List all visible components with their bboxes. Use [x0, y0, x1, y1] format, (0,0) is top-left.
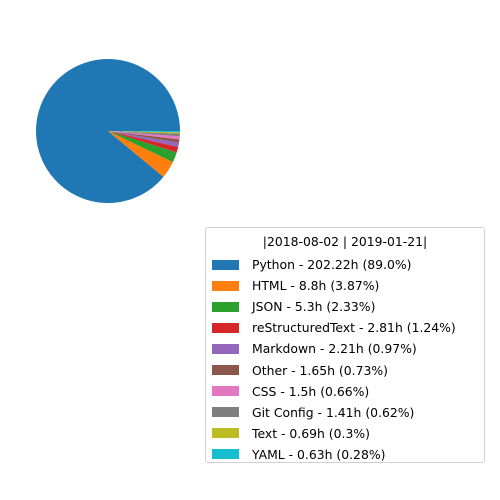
legend-item: HTML - 8.8h (3.87%) [206, 275, 484, 296]
pie-slices [36, 59, 180, 204]
legend-label: Git Config - 1.41h (0.62%) [252, 404, 415, 420]
legend-label: reStructuredText - 2.81h (1.24%) [252, 320, 456, 336]
legend-label: Markdown - 2.21h (0.97%) [252, 341, 417, 357]
legend-swatch [212, 365, 239, 376]
legend-swatch [212, 343, 239, 354]
legend-item: YAML - 0.63h (0.28%) [206, 444, 484, 465]
pie-slice-text [108, 131, 180, 134]
legend-swatch [212, 428, 239, 439]
legend-item: Git Config - 1.41h (0.62%) [206, 402, 484, 423]
legend-item: JSON - 5.3h (2.33%) [206, 296, 484, 317]
legend-swatch [212, 301, 239, 312]
legend-label: Python - 202.22h (89.0%) [252, 257, 412, 273]
pie-slice-git-config [108, 131, 180, 137]
legend-swatch [212, 407, 239, 418]
legend-swatch [212, 449, 239, 460]
pie-slice-yaml [108, 131, 180, 133]
legend-label: HTML - 8.8h (3.87%) [252, 278, 380, 294]
pie-slice-json [108, 131, 177, 163]
legend-item: Markdown - 2.21h (0.97%) [206, 338, 484, 359]
pie-slice-html [108, 131, 173, 177]
legend-item: Other - 1.65h (0.73%) [206, 359, 484, 380]
pie-slice-css [108, 131, 180, 140]
legend-swatch [212, 322, 239, 333]
legend-label: Text - 0.69h (0.3%) [252, 425, 370, 441]
pie-slice-restructuredtext [108, 131, 179, 153]
legend-items: Python - 202.22h (89.0%) HTML - 8.8h (3.8… [206, 254, 484, 465]
legend-title: |2018-08-02 | 2019-01-21| [262, 234, 428, 249]
chart-legend: |2018-08-02 | 2019-01-21| Python - 202.2… [205, 227, 485, 463]
legend-swatch [212, 259, 239, 270]
legend-label: CSS - 1.5h (0.66%) [252, 383, 370, 399]
legend-item: CSS - 1.5h (0.66%) [206, 381, 484, 402]
pie-slice-markdown [108, 131, 180, 147]
pie-slice-other [108, 131, 180, 143]
legend-swatch [212, 386, 239, 397]
legend-item: reStructuredText - 2.81h (1.24%) [206, 317, 484, 338]
legend-label: YAML - 0.63h (0.28%) [252, 446, 386, 462]
legend-swatch [212, 280, 239, 291]
pie-slice-python [36, 59, 180, 204]
legend-label: JSON - 5.3h (2.33%) [252, 299, 376, 315]
legend-item: Text - 0.69h (0.3%) [206, 423, 484, 444]
legend-item: Python - 202.22h (89.0%) [206, 254, 484, 275]
legend-label: Other - 1.65h (0.73%) [252, 362, 388, 378]
